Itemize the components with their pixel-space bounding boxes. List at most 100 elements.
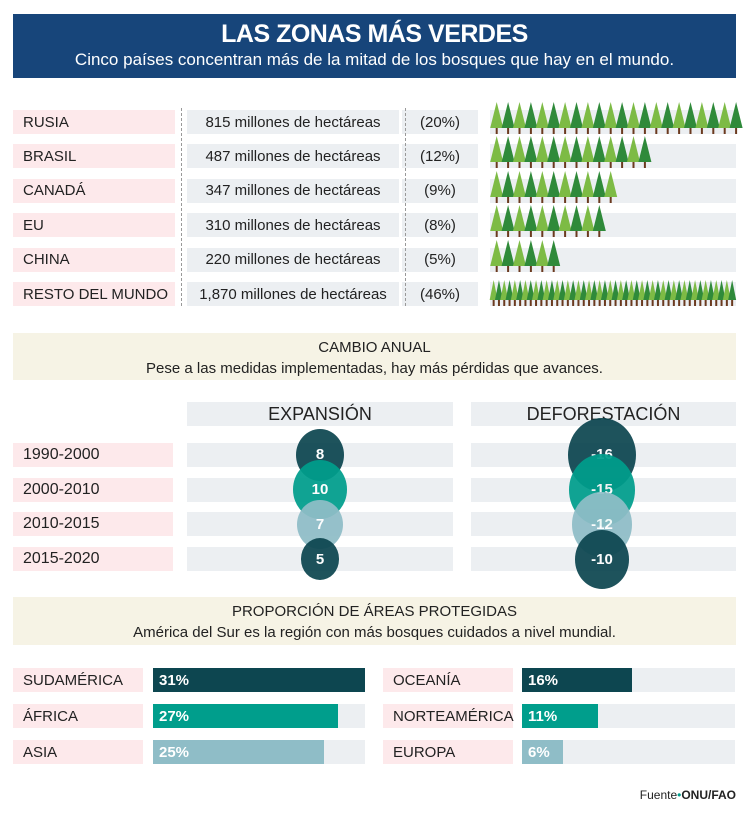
tree-icon: [490, 136, 504, 169]
tree-icon: [526, 280, 535, 306]
tree-icon: [524, 102, 538, 134]
tree-icon: [661, 102, 675, 134]
tree-icon: [535, 239, 549, 272]
tree-icon: [717, 280, 726, 306]
source-value: ONU/FAO: [681, 788, 736, 802]
tree-icon: [558, 102, 572, 134]
region-label: OCEANÍA: [383, 668, 513, 692]
tree-icon: [516, 280, 525, 306]
tree-icon: [729, 102, 743, 134]
tree-icon: [675, 280, 684, 306]
divider: [181, 108, 182, 306]
tree-icon: [494, 280, 503, 306]
tree-icon: [592, 170, 606, 203]
tree-icon: [501, 239, 515, 272]
period-label: 1990-2000: [13, 443, 173, 467]
tree-icon: [513, 239, 526, 272]
tree-icon: [706, 102, 720, 134]
tree-icon: [581, 170, 595, 203]
tree-bar: [490, 102, 743, 134]
tree-icon: [581, 102, 595, 134]
protected-bar: 11%: [522, 704, 598, 728]
tree-icon: [547, 102, 561, 134]
tree-icon: [524, 239, 538, 272]
tree-icon: [500, 280, 509, 306]
tree-icon: [524, 170, 538, 203]
tree-icon: [532, 280, 541, 306]
tree-icon: [513, 205, 526, 238]
section-title: CAMBIO ANUAL: [318, 339, 431, 356]
source-label: Fuente: [639, 788, 678, 802]
tree-bar: [490, 239, 736, 272]
tree-icon: [569, 280, 578, 306]
tree-icon: [615, 136, 629, 169]
tree-icon: [627, 102, 640, 134]
period-label: 2000-2010: [13, 477, 173, 502]
tree-icon: [501, 170, 515, 203]
country-label: RUSIA: [13, 110, 175, 134]
tree-icon: [574, 280, 583, 306]
tree-icon: [542, 280, 551, 306]
tree-icon: [728, 280, 737, 306]
protected-bar: 31%: [153, 668, 365, 692]
period-label: 2010-2015: [13, 512, 173, 537]
tree-icon: [581, 205, 595, 238]
tree-icon: [585, 280, 594, 306]
tree-bar: [490, 170, 736, 203]
tree-icon: [638, 136, 652, 169]
tree-icon: [513, 102, 526, 134]
protected-bar: 16%: [522, 668, 632, 692]
tree-icon: [648, 280, 657, 306]
tree-icon: [570, 170, 583, 203]
tree-icon: [501, 205, 515, 238]
tree-icon: [590, 280, 599, 306]
tree-icon: [592, 136, 606, 169]
tree-icon: [490, 102, 504, 134]
country-label: CHINA: [13, 247, 175, 272]
area-value: 487 millones de hectáreas: [187, 144, 399, 169]
region-label: ÁFRICA: [13, 704, 143, 728]
tree-icon: [592, 205, 606, 238]
tree-icon: [622, 280, 631, 306]
annual-change-header: CAMBIO ANUAL Pese a las medidas implemen…: [13, 333, 736, 380]
area-value: 220 millones de hectáreas: [187, 247, 399, 272]
tree-icon: [505, 280, 514, 306]
tree-icon: [524, 136, 538, 169]
tree-bar: [490, 205, 736, 238]
tree-icon: [680, 280, 689, 306]
protected-areas-header: PROPORCIÓN DE ÁREAS PROTEGIDAS América d…: [13, 597, 736, 645]
tree-icon: [638, 280, 647, 306]
country-label: BRASIL: [13, 144, 175, 169]
bar-track: 31%: [153, 668, 365, 692]
bar-track: 25%: [153, 740, 365, 764]
tree-icon: [490, 205, 504, 238]
tree-icon: [638, 102, 652, 134]
tree-icon: [604, 170, 618, 203]
tree-icon: [521, 280, 530, 306]
tree-icon: [579, 280, 588, 306]
tree-icon: [592, 102, 606, 134]
region-label: SUDAMÉRICA: [13, 668, 143, 692]
percent-value: (9%): [402, 178, 478, 203]
tree-icon: [664, 280, 673, 306]
tree-icon: [581, 136, 595, 169]
tree-icon: [513, 170, 526, 203]
percent-value: (46%): [402, 282, 478, 306]
tree-icon: [712, 280, 721, 306]
tree-bar: [489, 280, 737, 306]
tree-icon: [691, 280, 700, 306]
tree-icon: [672, 102, 686, 134]
tree-icon: [501, 102, 515, 134]
period-label: 2015-2020: [13, 547, 173, 572]
tree-bar: [490, 136, 736, 169]
value-bubble: 5: [300, 538, 340, 580]
tree-icon: [558, 170, 572, 203]
tree-icon: [501, 136, 515, 169]
region-label: EUROPA: [383, 740, 513, 764]
tree-icon: [535, 205, 549, 238]
region-label: NORTEAMÉRICA: [383, 704, 514, 728]
section-title: PROPORCIÓN DE ÁREAS PROTEGIDAS: [231, 603, 518, 620]
tree-icon: [627, 136, 640, 169]
tree-icon: [547, 280, 556, 306]
tree-icon: [535, 170, 549, 203]
